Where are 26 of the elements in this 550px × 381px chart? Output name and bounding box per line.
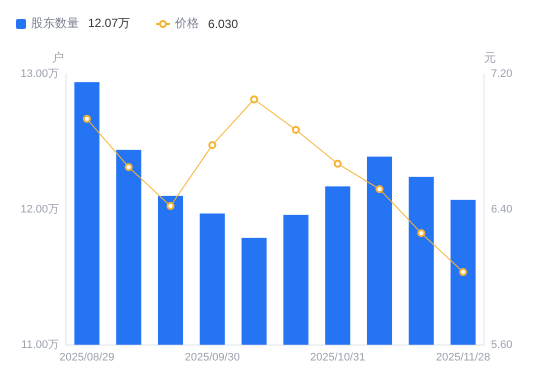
- point: [82, 114, 91, 123]
- x-tick-label: 2025/11/28: [436, 351, 490, 364]
- x-tick-label: 2025/10/31: [310, 351, 366, 364]
- y2-tick-label: 6.40: [491, 203, 512, 216]
- text: 12.07万: [88, 15, 130, 32]
- point: [334, 160, 342, 168]
- legend-label: 价格: [175, 15, 200, 32]
- point: [459, 268, 468, 276]
- y2-tick-label: 7.20: [491, 68, 512, 80]
- point: [166, 202, 174, 210]
- point: [417, 229, 426, 238]
- y-tick-label: 13.00万: [20, 68, 59, 80]
- legend-label: 股东数量: [31, 15, 79, 32]
- text: 6.030: [208, 16, 238, 30]
- y2-axis-title: 元: [484, 50, 496, 64]
- x-tick-label: 2025/08/29: [59, 351, 114, 364]
- point: [250, 95, 258, 104]
- point: [208, 141, 216, 150]
- y-axis-title: 户: [52, 50, 64, 64]
- point: [124, 163, 133, 172]
- point: [376, 185, 384, 194]
- y-tick-label: 12.00万: [20, 203, 59, 216]
- y2-tick-label: 5.60: [491, 338, 512, 351]
- y-tick-label: 11.00万: [21, 338, 59, 351]
- x-tick-label: 2025/09/30: [184, 351, 240, 364]
- point: [292, 126, 300, 134]
